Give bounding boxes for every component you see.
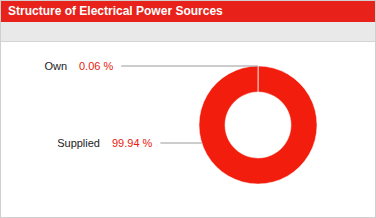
svg-text:Own: Own bbox=[44, 60, 67, 72]
svg-text:0.06 %: 0.06 % bbox=[79, 60, 113, 72]
svg-text:99.94 %: 99.94 % bbox=[112, 137, 153, 149]
svg-text:Supplied: Supplied bbox=[57, 137, 100, 149]
html-text:Structure of Electrical Power: Structure of Electrical Power Sources bbox=[8, 4, 223, 18]
